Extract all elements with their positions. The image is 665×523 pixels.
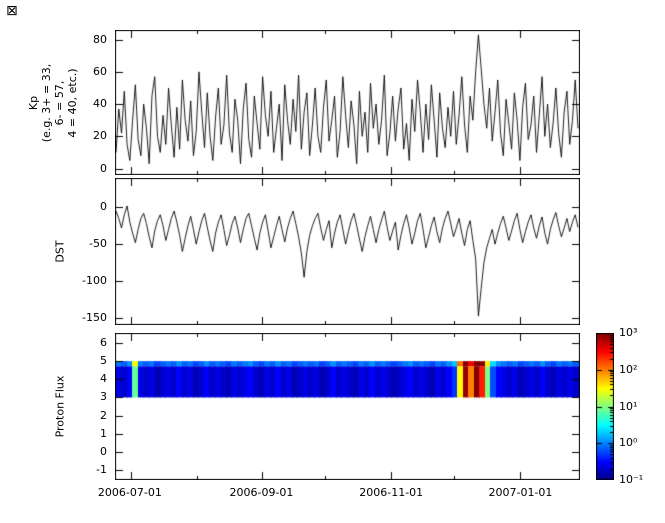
x-tick-label: 2006-09-01 — [229, 486, 294, 499]
y-tick-label: 5 — [100, 354, 107, 368]
y-tick-label: 3 — [100, 390, 107, 404]
y-tick-label: 6 — [100, 335, 107, 349]
y-tick-label: 0 — [100, 200, 107, 214]
colorbar-tick-label: 10⁻¹ — [619, 473, 644, 486]
y-tick-label: -50 — [89, 237, 107, 251]
y-tick-label: 2 — [100, 408, 107, 422]
y-tick-label: -1 — [96, 463, 107, 477]
y-tick-label: 20 — [93, 129, 107, 143]
y-tick-label: 4 — [100, 372, 107, 386]
x-tick-label: 2007-01-01 — [488, 486, 553, 499]
colorbar-tick-label: 10¹ — [619, 399, 638, 413]
y-tick-label: -150 — [82, 310, 107, 324]
window-close-icon[interactable]: ⊠ — [6, 3, 18, 19]
kp-line-chart — [115, 30, 580, 175]
x-tick-label: 2006-07-01 — [97, 486, 162, 499]
y-tick-label: 40 — [93, 97, 107, 111]
y-tick-label: 0 — [100, 444, 107, 458]
x-tick-label: 2006-11-01 — [359, 486, 424, 499]
colorbar — [596, 333, 614, 480]
dst-line-chart — [115, 178, 580, 325]
y-tick-label: -100 — [82, 273, 107, 287]
y-tick-label: 0 — [100, 161, 107, 175]
colorbar-tick-label: 10² — [619, 362, 638, 376]
colorbar-tick-label: 10⁰ — [619, 436, 638, 450]
proton-flux-spectrogram — [115, 333, 580, 480]
y-tick-label: 1 — [100, 426, 107, 440]
y-tick-label: 60 — [93, 64, 107, 78]
y-tick-label: 80 — [93, 32, 107, 46]
colorbar-tick-label: 10³ — [619, 326, 638, 339]
